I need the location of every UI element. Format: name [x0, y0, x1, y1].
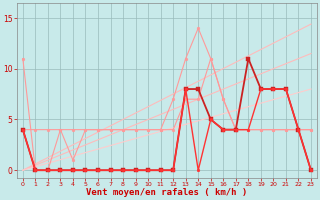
- X-axis label: Vent moyen/en rafales ( km/h ): Vent moyen/en rafales ( km/h ): [86, 188, 248, 197]
